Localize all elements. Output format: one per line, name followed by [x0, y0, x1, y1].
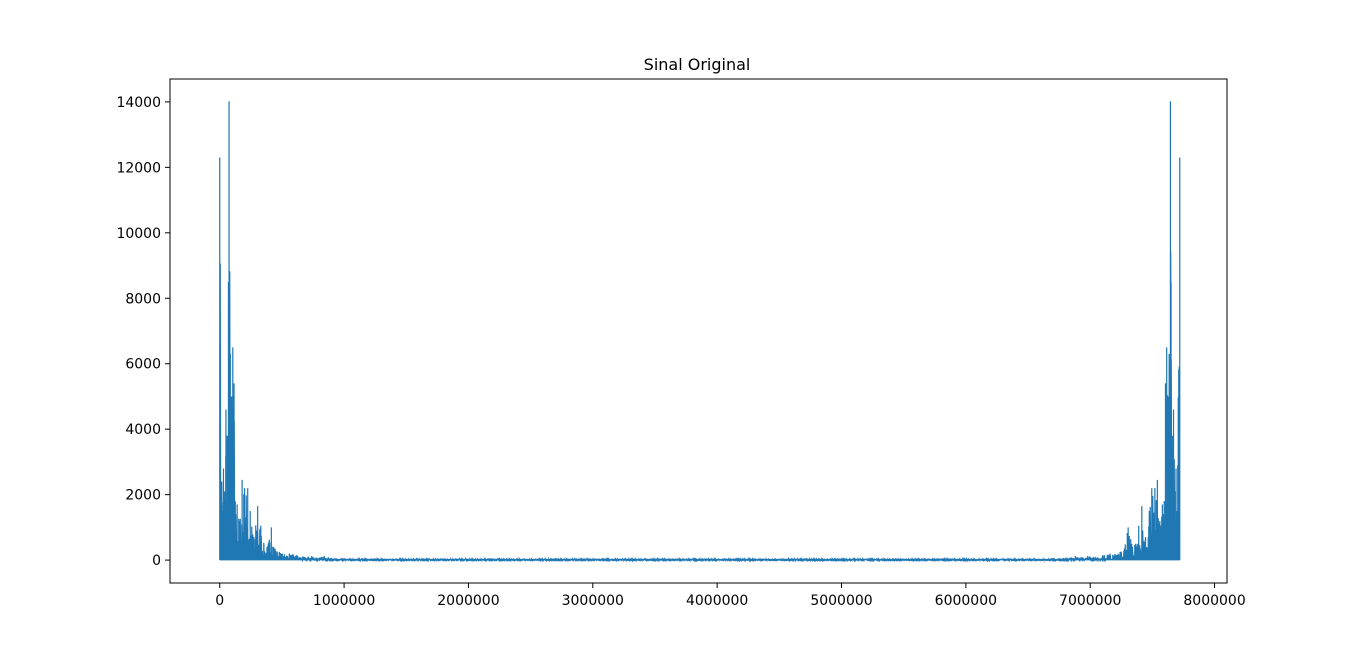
x-tick-label: 5000000	[810, 593, 872, 609]
chart-title: Sinal Original	[644, 55, 751, 74]
x-axis: 0 1000000 2000000 3000000 4000000 5000000 6000…	[215, 583, 1246, 609]
y-tick-label: 4000	[125, 422, 161, 438]
y-axis: 0 2000 4000 6000 8000 10000 12000 14000	[116, 95, 170, 569]
axes-frame	[169, 78, 1228, 584]
x-tick-label: 4000000	[686, 593, 748, 609]
series-line	[219, 101, 1181, 563]
x-tick-label: 7000000	[1059, 593, 1121, 609]
y-tick-label: 8000	[125, 291, 161, 307]
y-tick-label: 12000	[116, 160, 161, 176]
x-tick-label: 1000000	[313, 593, 375, 609]
series-group	[219, 101, 1181, 563]
x-tick-label: 2000000	[437, 593, 499, 609]
x-tick-label: 8000000	[1183, 593, 1245, 609]
plot-area	[169, 78, 1228, 584]
y-tick-label: 2000	[125, 488, 161, 504]
y-tick-label: 14000	[116, 95, 161, 111]
x-tick-label: 6000000	[935, 593, 997, 609]
x-tick-label: 3000000	[562, 593, 624, 609]
y-tick-label: 6000	[125, 357, 161, 373]
x-tick-label: 0	[215, 593, 224, 609]
y-tick-label: 10000	[116, 226, 161, 242]
y-tick-label: 0	[152, 553, 161, 569]
